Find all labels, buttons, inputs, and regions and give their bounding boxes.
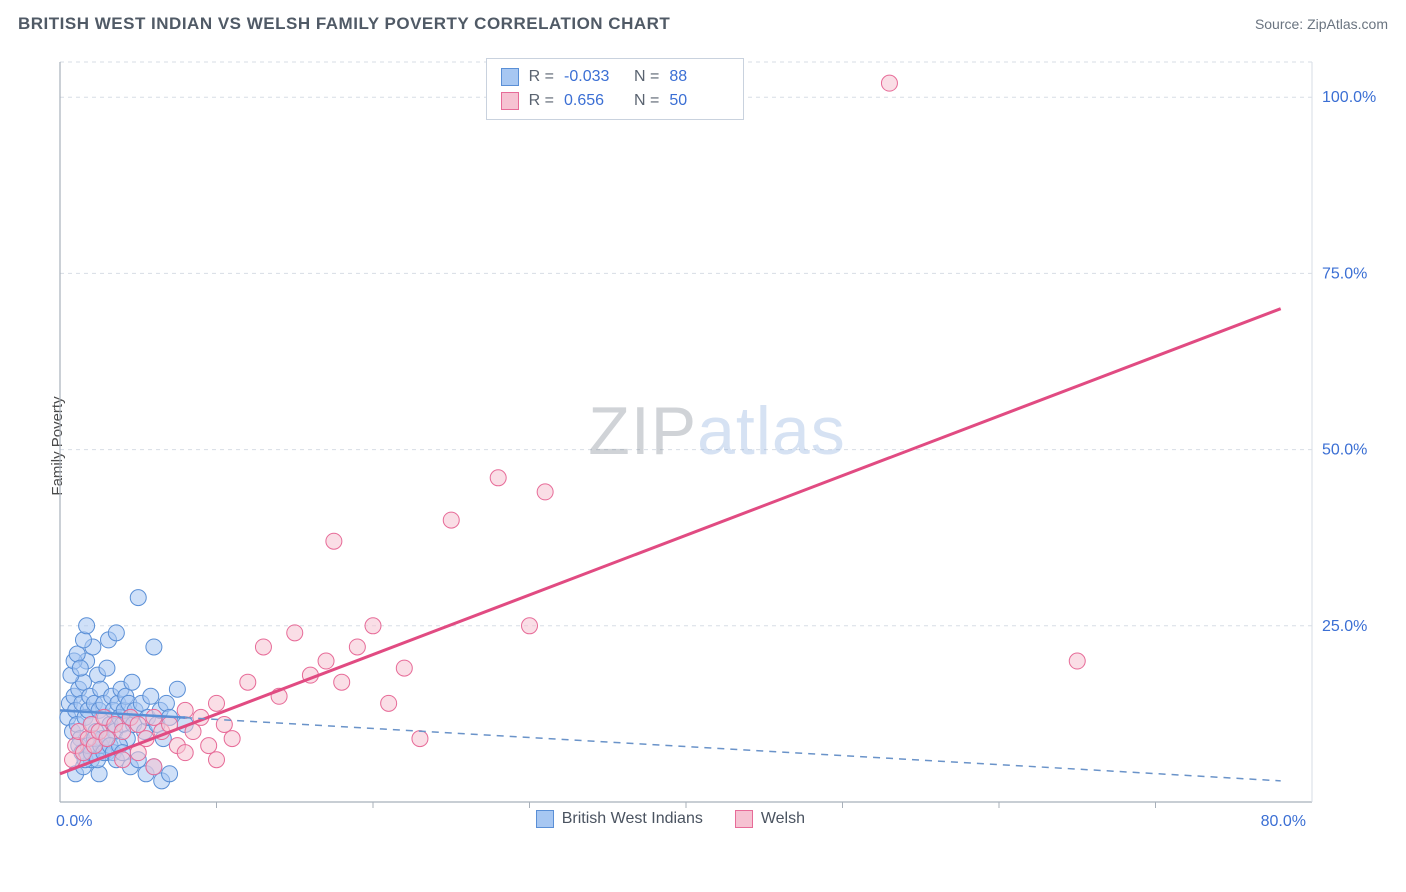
point-series-b (365, 618, 381, 634)
legend-item: Welsh (735, 810, 805, 828)
y-tick-label: 100.0% (1322, 89, 1376, 106)
legend-item: British West Indians (536, 810, 703, 828)
point-series-a (108, 625, 124, 641)
legend-label: Welsh (761, 810, 805, 828)
point-series-b (216, 716, 232, 732)
stats-n-value: 50 (669, 89, 729, 113)
y-tick-label: 25.0% (1322, 618, 1367, 635)
stats-n-label: N = (634, 65, 659, 89)
point-series-b (537, 484, 553, 500)
point-series-b (115, 724, 131, 740)
point-series-b (490, 470, 506, 486)
series-legend: British West Indians Welsh (536, 810, 805, 828)
stats-r-value: -0.033 (564, 65, 624, 89)
point-series-b (881, 75, 897, 91)
stats-r-value: 0.656 (564, 89, 624, 113)
point-series-a (130, 590, 146, 606)
point-series-a (69, 646, 85, 662)
point-series-b (99, 731, 115, 747)
point-series-a (99, 660, 115, 676)
point-series-b (115, 752, 131, 768)
regression-line-b (60, 309, 1281, 774)
point-series-a (91, 766, 107, 782)
x-tick-label: 80.0% (1261, 813, 1306, 830)
point-series-b (287, 625, 303, 641)
point-series-a (162, 766, 178, 782)
stats-swatch (501, 92, 519, 110)
stats-swatch (501, 68, 519, 86)
y-tick-label: 75.0% (1322, 265, 1367, 282)
stats-row: R = 0.656 N = 50 (501, 89, 730, 113)
point-series-b (349, 639, 365, 655)
point-series-a (75, 632, 91, 648)
point-series-b (146, 759, 162, 775)
stats-n-label: N = (634, 89, 659, 113)
regression-line-a-dashed (185, 718, 1281, 781)
stats-row: R = -0.033 N = 88 (501, 65, 730, 89)
stats-n-value: 88 (669, 65, 729, 89)
point-series-b (240, 674, 256, 690)
point-series-a (169, 681, 185, 697)
point-series-b (201, 738, 217, 754)
point-series-b (177, 745, 193, 761)
legend-label: British West Indians (562, 810, 703, 828)
point-series-a (143, 688, 159, 704)
plot-svg: 25.0% 50.0% 75.0% 100.0% 0.0% 80.0% (52, 52, 1382, 842)
point-series-b (146, 709, 162, 725)
scatter-plot: 25.0%50.0%75.0%100.0%0.0%80.0% ZIPatlas (52, 52, 1382, 842)
point-series-b (412, 731, 428, 747)
point-series-b (443, 512, 459, 528)
chart-title: BRITISH WEST INDIAN VS WELSH FAMILY POVE… (18, 14, 670, 34)
legend-swatch (536, 810, 554, 828)
point-series-a (158, 695, 174, 711)
point-series-b (318, 653, 334, 669)
point-series-b (130, 716, 146, 732)
point-series-a (72, 660, 88, 676)
stats-legend-box: R = -0.033 N = 88 R = 0.656 N = 50 (486, 58, 745, 120)
point-series-b (396, 660, 412, 676)
point-series-b (1069, 653, 1085, 669)
point-series-a (79, 618, 95, 634)
stats-r-label: R = (529, 65, 554, 89)
point-series-b (209, 752, 225, 768)
point-series-b (381, 695, 397, 711)
point-series-b (224, 731, 240, 747)
legend-swatch (735, 810, 753, 828)
point-series-b (255, 639, 271, 655)
point-series-a (124, 674, 140, 690)
point-series-b (209, 695, 225, 711)
point-series-b (177, 702, 193, 718)
point-series-b (334, 674, 350, 690)
point-series-a (146, 639, 162, 655)
point-series-b (326, 533, 342, 549)
x-tick-label: 0.0% (56, 813, 92, 830)
stats-r-label: R = (529, 89, 554, 113)
point-series-b (522, 618, 538, 634)
source-attribution: Source: ZipAtlas.com (1255, 16, 1388, 32)
y-tick-label: 50.0% (1322, 442, 1367, 459)
